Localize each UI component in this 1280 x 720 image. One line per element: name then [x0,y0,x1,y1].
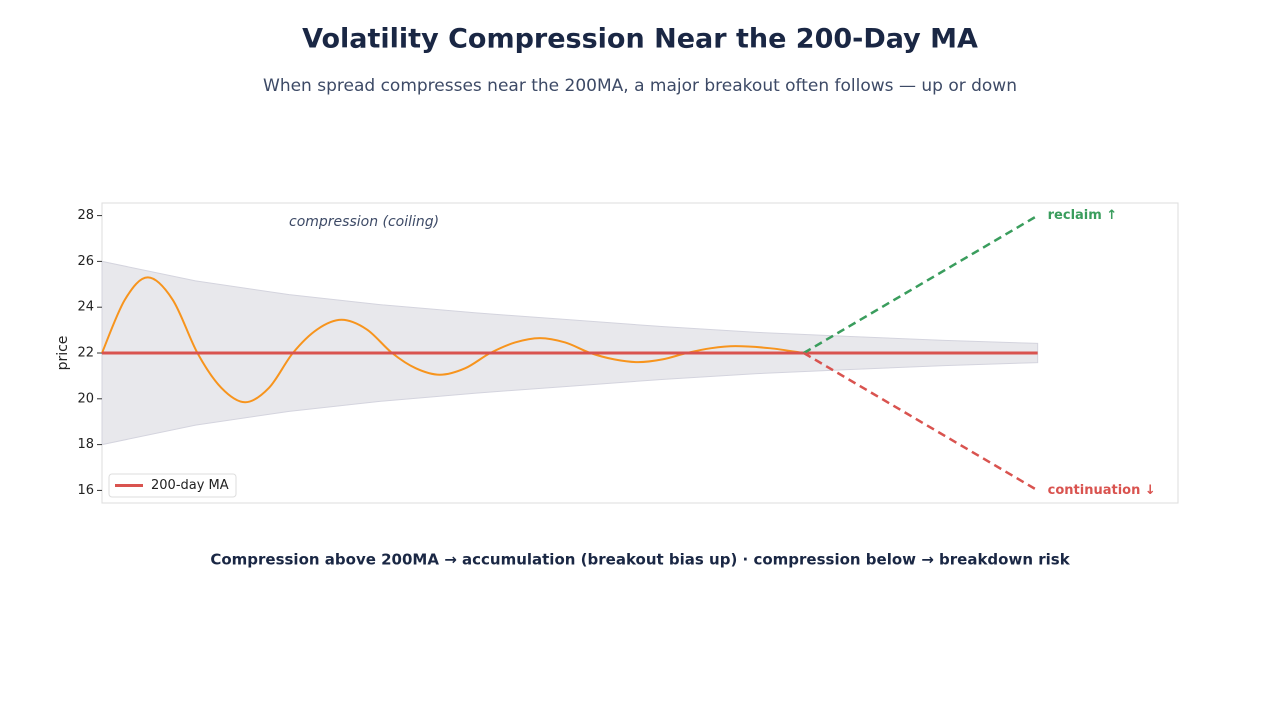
scenario-label: continuation ↓ [1048,483,1156,498]
legend-label: 200-day MA [151,478,229,493]
annotation: compression (coiling) [289,214,439,230]
y-tick-label: 18 [77,437,94,452]
y-tick-label: 26 [77,254,94,269]
legend-box [108,473,237,498]
price-line [101,276,804,404]
scenario-label: reclaim ↑ [1048,208,1118,223]
y-tick-label: 24 [77,300,94,315]
y-axis-label: price [55,336,71,371]
scenario-line [803,351,1039,492]
y-tick-label: 28 [77,208,94,223]
chart-subtitle: When spread compresses near the 200MA, a… [263,76,1017,96]
scenario-line [803,214,1039,355]
chart-title: Volatility Compression Near the 200-Day … [302,24,978,55]
y-tick-label: 20 [77,391,94,406]
y-tick-label: 22 [77,346,94,361]
y-tick-label: 16 [77,483,94,498]
caption: Compression above 200MA → accumulation (… [210,551,1070,569]
